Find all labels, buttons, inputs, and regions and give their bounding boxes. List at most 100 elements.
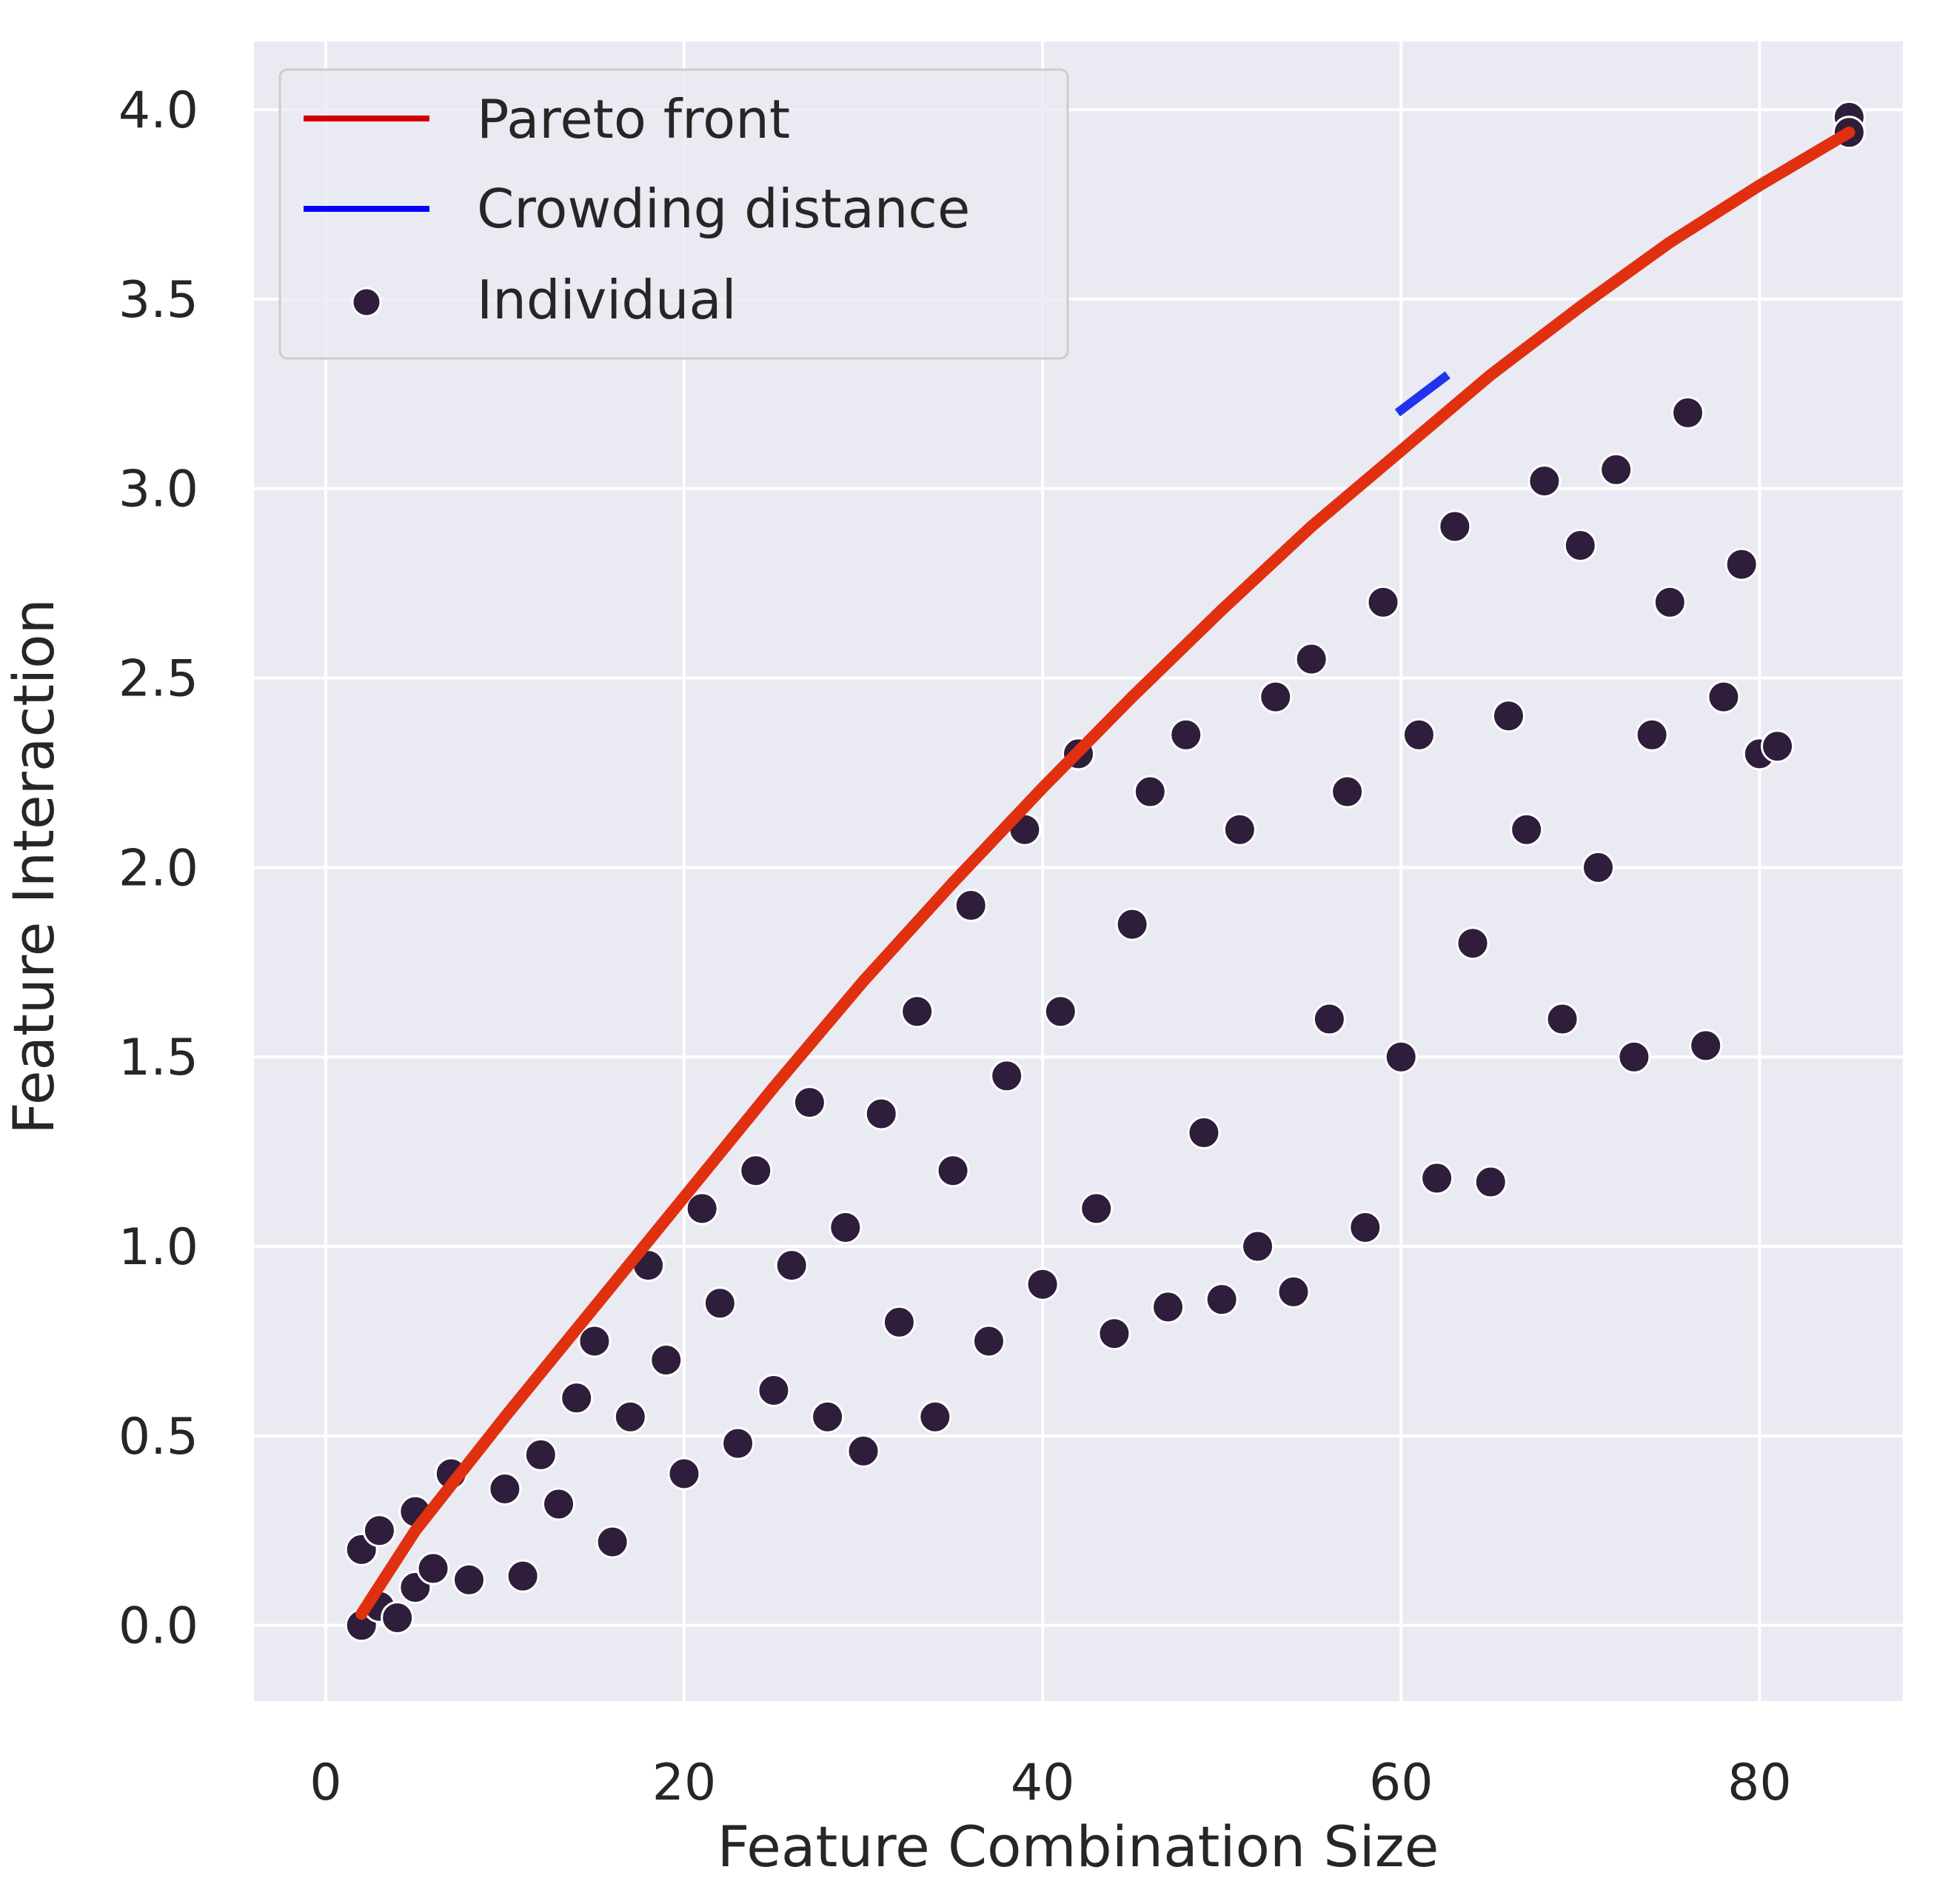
legend-box <box>278 68 1069 360</box>
individual-point <box>971 1324 1006 1358</box>
y-tick-label: 3.0 <box>118 461 198 519</box>
individual-points <box>344 100 1866 1643</box>
individual-point <box>685 1192 719 1226</box>
y-tick-label: 3.5 <box>118 271 198 330</box>
individual-point <box>1724 547 1759 581</box>
individual-point <box>900 995 934 1029</box>
individual-point <box>757 1373 791 1407</box>
x-tick-labels: 0 20 40 60 80 <box>309 1754 1791 1812</box>
individual-point <box>1761 729 1795 764</box>
grid-horizontal <box>254 108 1903 1627</box>
individual-point <box>506 1559 540 1593</box>
individual-point <box>703 1286 737 1320</box>
individual-point <box>792 1086 826 1120</box>
individual-point <box>954 889 988 923</box>
individual-point <box>381 1600 415 1634</box>
individual-point <box>649 1343 683 1377</box>
individual-point <box>1545 1002 1579 1036</box>
individual-point <box>1402 718 1436 752</box>
individual-point <box>918 1400 952 1434</box>
individual-point <box>829 1210 863 1244</box>
individual-point <box>1384 1040 1418 1074</box>
individual-point <box>1456 926 1490 961</box>
legend-label-crowding-distance: Crowding distance <box>477 178 970 240</box>
x-axis-label: Feature Combination Size <box>717 1814 1439 1880</box>
individual-point <box>936 1154 970 1188</box>
individual-point <box>1097 1317 1131 1351</box>
individual-point <box>1689 1029 1723 1063</box>
individual-point <box>990 1059 1024 1093</box>
individual-point <box>1510 812 1544 846</box>
legend-label-individual: Individual <box>477 269 737 331</box>
individual-point <box>1025 1267 1060 1301</box>
x-tick-label: 20 <box>652 1754 717 1812</box>
individual-point <box>667 1457 701 1491</box>
individual-point <box>523 1437 558 1472</box>
individual-point <box>1438 510 1472 544</box>
y-tick-label: 1.5 <box>118 1029 198 1087</box>
individual-point <box>613 1400 647 1434</box>
individual-point <box>1115 907 1149 941</box>
pareto-front-line <box>355 126 1856 1620</box>
individual-point <box>1169 718 1203 752</box>
y-tick-label: 0.0 <box>118 1597 198 1656</box>
individual-point <box>416 1551 450 1586</box>
individual-point <box>1276 1275 1311 1309</box>
x-tick-label: 60 <box>1369 1754 1433 1812</box>
individual-point <box>1259 680 1293 714</box>
individual-point <box>595 1525 629 1559</box>
individual-point <box>488 1472 522 1506</box>
individual-point <box>811 1400 845 1434</box>
y-tick-label: 2.0 <box>118 839 198 898</box>
individual-point <box>774 1249 809 1283</box>
individual-point <box>1080 1192 1114 1226</box>
individual-point <box>1222 812 1257 846</box>
y-axis-label: Feature Interaction <box>1 598 67 1135</box>
individual-point <box>1707 680 1741 714</box>
individual-point <box>1312 1002 1346 1036</box>
individual-point <box>1581 850 1615 884</box>
individual-point <box>882 1305 916 1339</box>
individual-point <box>542 1487 576 1521</box>
individual-point <box>452 1563 486 1597</box>
individual-point <box>560 1381 594 1415</box>
individual-point <box>721 1426 755 1460</box>
individual-point <box>739 1154 773 1188</box>
legend: Pareto front Crowding distance Individua… <box>278 68 1069 360</box>
y-tick-label: 2.5 <box>118 650 198 709</box>
individual-point <box>1348 1210 1382 1244</box>
y-tick-labels: 0.0 0.5 1.0 1.5 2.0 2.5 3.0 3.5 4.0 <box>118 81 198 1656</box>
individual-point <box>1491 699 1525 733</box>
individual-point <box>1671 395 1705 430</box>
individual-point <box>1151 1290 1185 1324</box>
individual-point <box>1331 775 1365 809</box>
individual-point <box>578 1324 612 1358</box>
x-tick-label: 40 <box>1011 1754 1075 1812</box>
individual-point <box>1205 1283 1239 1317</box>
y-tick-label: 4.0 <box>118 81 198 140</box>
individual-point <box>1043 995 1077 1029</box>
y-tick-label: 0.5 <box>118 1408 198 1466</box>
legend-label-pareto-front: Pareto front <box>477 88 790 150</box>
individual-point <box>1473 1165 1508 1199</box>
individual-point <box>1187 1116 1221 1150</box>
individual-point <box>1528 464 1562 498</box>
individual-point <box>1294 642 1328 676</box>
individual-point <box>1241 1229 1275 1263</box>
individual-point <box>362 1514 396 1548</box>
individual-point <box>864 1097 898 1131</box>
individual-point <box>1653 585 1687 619</box>
individual-point <box>1617 1040 1651 1074</box>
x-tick-label: 80 <box>1727 1754 1792 1812</box>
x-tick-label: 0 <box>309 1754 341 1812</box>
crowding-distance-line <box>1394 371 1450 417</box>
individual-point <box>1635 718 1669 752</box>
individual-point <box>1366 585 1400 619</box>
legend-swatch-individual <box>351 287 382 318</box>
y-tick-label: 1.0 <box>118 1218 198 1277</box>
individual-point <box>1563 528 1597 562</box>
individual-point <box>1599 452 1633 487</box>
series-lines <box>355 126 1856 1620</box>
individual-point <box>1133 775 1167 809</box>
